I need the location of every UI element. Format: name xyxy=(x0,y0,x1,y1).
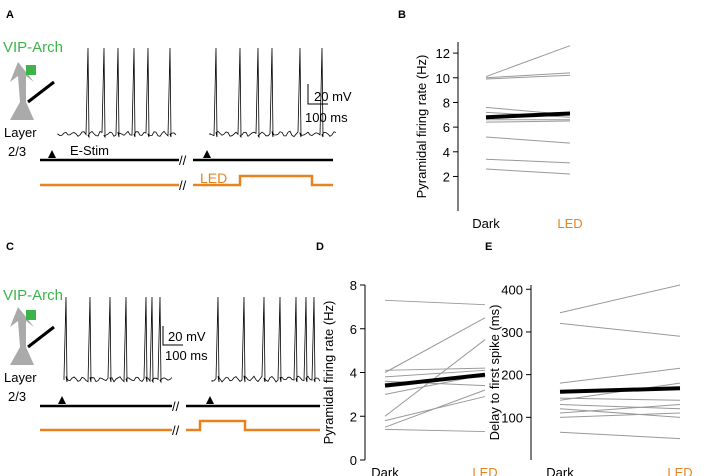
layer-label: 2/3 xyxy=(8,389,26,404)
stim-marker xyxy=(206,396,214,404)
y-tick-label: 4 xyxy=(350,366,357,381)
led-line xyxy=(40,421,320,430)
break-mark: // xyxy=(172,423,180,438)
y-tick-label: 200 xyxy=(501,368,523,383)
electrode xyxy=(28,82,54,102)
y-tick-label: 100 xyxy=(501,410,523,425)
construct-label: VIP-Arch xyxy=(3,287,63,304)
x-tick-label: LED xyxy=(557,216,582,231)
voltage-trace xyxy=(212,297,320,382)
interneuron-icon xyxy=(26,65,36,75)
schematic-drawings: // // // // xyxy=(0,0,336,438)
x-tick-label: Dark xyxy=(546,465,574,476)
interneuron-icon xyxy=(26,310,36,320)
y-tick-label: 400 xyxy=(501,282,523,297)
cell-line xyxy=(560,285,680,313)
cell-line xyxy=(385,390,485,427)
voltage-trace xyxy=(64,297,172,382)
construct-label: VIP-Arch xyxy=(3,39,63,56)
cell-line xyxy=(486,159,570,163)
y-tick-label: 2 xyxy=(350,409,357,424)
stim-label: E-Stim xyxy=(70,143,109,158)
cell-line xyxy=(560,405,680,409)
break-mark: // xyxy=(179,153,187,168)
y-tick-label: 8 xyxy=(443,95,450,110)
scale-y: 20 mV xyxy=(168,329,206,344)
layer-label: Layer xyxy=(4,125,37,140)
cell-line xyxy=(560,432,680,438)
panel-letter: B xyxy=(398,9,406,21)
cell-line xyxy=(486,121,570,122)
y-tick-label: 2 xyxy=(443,169,450,184)
cell-line xyxy=(560,398,680,400)
mean-line xyxy=(560,388,680,391)
x-tick-label: Dark xyxy=(472,216,500,231)
break-mark: // xyxy=(172,399,180,414)
stim-marker xyxy=(48,150,56,158)
electrode xyxy=(28,327,54,347)
cell-line xyxy=(486,46,570,77)
cell-line xyxy=(560,368,680,383)
cell-line xyxy=(560,413,680,417)
y-tick-label: 6 xyxy=(350,322,357,337)
y-axis-title: Pyramidal firing rate (Hz) xyxy=(414,55,429,199)
scale-x: 100 ms xyxy=(165,348,208,363)
y-axis-title: Pyramidal firing rate (Hz) xyxy=(321,301,336,445)
cell-line xyxy=(560,409,680,418)
y-tick-label: 300 xyxy=(501,325,523,340)
cell-line xyxy=(486,137,570,143)
y-tick-label: 10 xyxy=(436,71,450,86)
x-tick-label: LED xyxy=(472,465,497,476)
cell-line xyxy=(385,368,485,370)
layer-label: 2/3 xyxy=(8,144,26,159)
x-tick-label: Dark xyxy=(371,465,399,476)
y-tick-label: 6 xyxy=(443,120,450,135)
y-tick-label: 8 xyxy=(350,278,357,293)
panel-letter: E xyxy=(485,241,492,253)
stim-marker xyxy=(203,150,211,158)
panel-letter: D xyxy=(316,241,324,253)
stim-marker xyxy=(58,396,66,404)
cell-line xyxy=(385,318,485,373)
led-line xyxy=(40,176,333,185)
cell-line xyxy=(486,169,570,174)
scale-y: 20 mV xyxy=(314,89,352,104)
x-tick-label: LED xyxy=(667,465,692,476)
break-mark: // xyxy=(179,178,187,193)
y-tick-label: 4 xyxy=(443,145,450,160)
scale-x: 100 ms xyxy=(305,110,348,125)
led-label: LED xyxy=(200,170,227,186)
y-axis-title: Delay to first spike (ms) xyxy=(487,305,502,441)
layer-label: Layer xyxy=(4,370,37,385)
y-tick-label: 0 xyxy=(350,453,357,468)
panel-letter: A xyxy=(6,9,14,21)
cell-line xyxy=(560,323,680,336)
voltage-trace xyxy=(58,48,176,137)
cell-line xyxy=(560,405,680,414)
y-tick-label: 12 xyxy=(436,46,450,61)
panel-letter: C xyxy=(6,241,14,253)
cell-line xyxy=(385,300,485,304)
cell-line xyxy=(385,429,485,431)
